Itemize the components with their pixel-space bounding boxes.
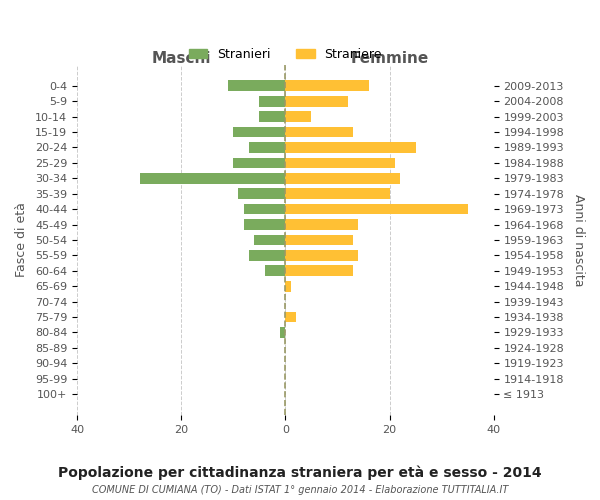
Bar (238, 188, 286, 199)
Bar (286, 173, 400, 184)
Bar (265, 266, 286, 276)
Bar (286, 158, 395, 168)
Bar (286, 280, 290, 291)
Bar (286, 234, 353, 246)
Bar (286, 126, 353, 138)
Bar (286, 204, 467, 214)
Bar (233, 126, 286, 138)
Text: Maschi: Maschi (151, 51, 211, 66)
Bar (286, 250, 358, 260)
Y-axis label: Anni di nascita: Anni di nascita (572, 194, 585, 286)
Y-axis label: Fasce di età: Fasce di età (15, 202, 28, 278)
Text: Femmine: Femmine (350, 51, 428, 66)
Bar (280, 327, 286, 338)
Text: Popolazione per cittadinanza straniera per età e sesso - 2014: Popolazione per cittadinanza straniera p… (58, 465, 542, 479)
Bar (286, 112, 311, 122)
Bar (140, 173, 286, 184)
Bar (286, 80, 368, 92)
Bar (286, 266, 353, 276)
Bar (286, 142, 416, 153)
Bar (228, 80, 286, 92)
Bar (286, 219, 358, 230)
Bar (244, 219, 286, 230)
Text: COMUNE DI CUMIANA (TO) - Dati ISTAT 1° gennaio 2014 - Elaborazione TUTTITALIA.IT: COMUNE DI CUMIANA (TO) - Dati ISTAT 1° g… (92, 485, 508, 495)
Bar (259, 112, 286, 122)
Bar (249, 142, 286, 153)
Bar (254, 234, 286, 246)
Bar (249, 250, 286, 260)
Bar (286, 188, 389, 199)
Bar (286, 96, 348, 106)
Bar (259, 96, 286, 106)
Bar (286, 312, 296, 322)
Bar (244, 204, 286, 214)
Legend: Stranieri, Straniere: Stranieri, Straniere (184, 42, 387, 66)
Bar (233, 158, 286, 168)
